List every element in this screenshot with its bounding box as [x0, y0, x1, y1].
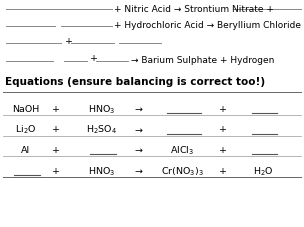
Text: →: → [134, 166, 142, 175]
Text: Cr(NO$_3$)$_3$: Cr(NO$_3$)$_3$ [161, 165, 204, 177]
Text: +: + [52, 104, 60, 114]
Text: →: → [134, 125, 142, 134]
Text: HNO$_3$: HNO$_3$ [88, 103, 116, 115]
Text: +: + [219, 104, 227, 114]
Text: + Nitric Acid → Strontium Nitrate +: + Nitric Acid → Strontium Nitrate + [114, 5, 274, 14]
Text: +: + [52, 125, 60, 134]
Text: AlCl$_3$: AlCl$_3$ [170, 144, 195, 156]
Text: → Barium Sulphate + Hydrogen: → Barium Sulphate + Hydrogen [131, 55, 274, 64]
Text: +: + [52, 145, 60, 154]
Text: +: + [90, 54, 98, 63]
Text: →: → [134, 104, 142, 114]
Text: + Hydrochloric Acid → Beryllium Chloride +: + Hydrochloric Acid → Beryllium Chloride… [114, 21, 304, 30]
Text: HNO$_3$: HNO$_3$ [88, 165, 116, 177]
Text: →: → [134, 145, 142, 154]
Text: H$_2$O: H$_2$O [253, 165, 273, 177]
Text: +: + [52, 166, 60, 175]
Text: NaOH: NaOH [12, 104, 40, 114]
Text: H$_2$SO$_4$: H$_2$SO$_4$ [86, 123, 117, 136]
Text: +: + [65, 36, 73, 45]
Text: +: + [219, 166, 227, 175]
Text: Li$_2$O: Li$_2$O [15, 123, 36, 136]
Text: Equations (ensure balancing is correct too!): Equations (ensure balancing is correct t… [5, 77, 265, 87]
Text: +: + [219, 145, 227, 154]
Text: +: + [219, 125, 227, 134]
Text: Al: Al [21, 145, 30, 154]
